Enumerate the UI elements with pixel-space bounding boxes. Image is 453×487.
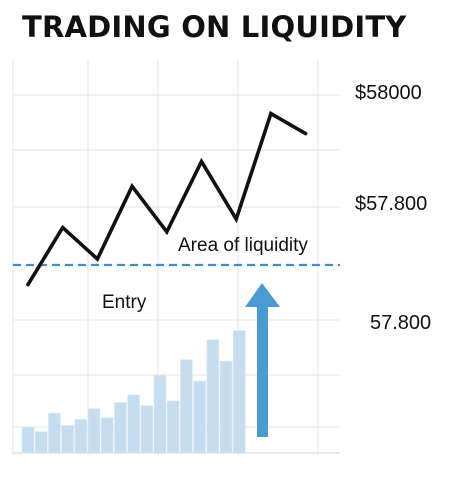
volume-bar [153, 374, 167, 454]
volume-bar [140, 405, 154, 454]
volume-bar [61, 425, 74, 454]
volume-bar [21, 426, 35, 454]
grid-lines [12, 60, 340, 455]
volume-bar [232, 330, 246, 454]
entry-label: Entry [102, 292, 147, 313]
y-tick-label-top: $58000 [355, 82, 422, 104]
arrow-shaft [257, 305, 268, 437]
volume-bar [34, 431, 48, 454]
chart-title: TRADING ON LIQUIDITY [22, 10, 407, 44]
volume-bar [127, 394, 140, 454]
volume-bar [87, 408, 101, 454]
entry-arrow [245, 283, 280, 437]
volume-bar [48, 412, 61, 454]
volume-bar [100, 417, 114, 454]
volume-bar [206, 339, 220, 454]
volume-bars [21, 330, 246, 454]
price-line [26, 110, 308, 287]
volume-bar [166, 400, 180, 454]
volume-bar [114, 402, 127, 454]
y-tick-label-bottom: 57.800 [370, 312, 431, 334]
volume-bar [74, 418, 88, 454]
volume-bar [219, 360, 233, 454]
arrow-head [245, 283, 280, 307]
volume-bar [180, 359, 193, 454]
liquidity-label: Area of liquidity [178, 235, 308, 256]
y-tick-label-middle: $57.800 [355, 193, 427, 215]
volume-bar [193, 380, 206, 454]
